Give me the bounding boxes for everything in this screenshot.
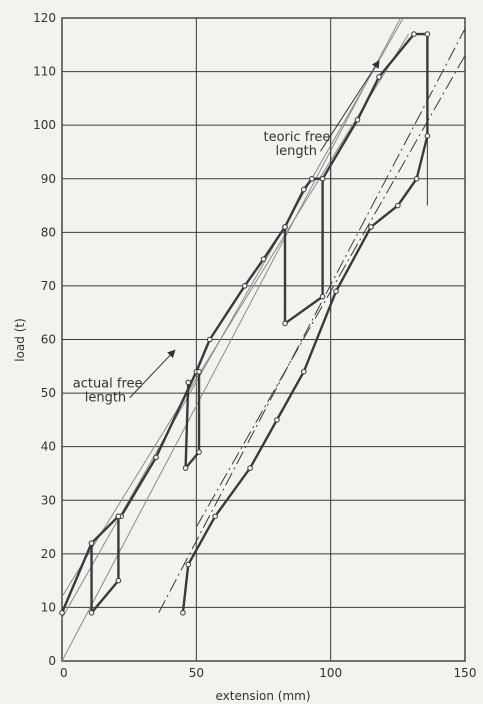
data-point (395, 202, 401, 209)
y-tick-label: 100 (33, 118, 56, 132)
data-point (185, 561, 192, 568)
x-tick-label: 0 (60, 666, 68, 680)
data-point (282, 224, 288, 230)
annotation-text: teoric free length (264, 130, 331, 159)
y-tick-label: 60 (41, 333, 56, 347)
data-point (333, 288, 339, 295)
y-tick-label: 120 (33, 11, 56, 25)
data-point (354, 117, 361, 123)
data-point (88, 609, 95, 616)
data-point (376, 74, 382, 80)
data-point (424, 31, 431, 37)
annotation-line: length (276, 144, 317, 159)
data-point (301, 186, 307, 193)
data-point (153, 454, 159, 461)
y-tick-label: 80 (41, 225, 56, 239)
tick-labels: 0 10 20 30 40 50 60 70 80 90 100 110 120 0 50 100 150 (33, 11, 476, 680)
dash-dot-line (158, 28, 466, 614)
data-point (247, 465, 253, 471)
y-tick-label: 30 (41, 493, 56, 507)
data-point (260, 256, 267, 262)
data-point (424, 133, 431, 139)
x-axis-label: extension (mm) (215, 689, 310, 703)
y-tick-label: 70 (41, 279, 56, 293)
data-point (319, 175, 326, 182)
data-point (206, 336, 213, 343)
x-tick-label: 150 (454, 666, 477, 680)
data-point (282, 320, 288, 327)
data-point (180, 609, 186, 616)
data-point (59, 609, 65, 616)
data-point (319, 293, 326, 300)
y-tick-label: 90 (41, 172, 56, 186)
free-length-line (61, 17, 404, 619)
free-length-line (61, 33, 410, 597)
data-point (115, 577, 122, 584)
data-point (368, 224, 374, 230)
data-point (274, 417, 280, 423)
y-tick-label: 20 (41, 547, 56, 561)
annotation-line: actual free (73, 377, 143, 392)
data-point (115, 513, 122, 520)
annotation-arrow (320, 60, 380, 152)
y-tick-label: 10 (41, 600, 56, 614)
grid (61, 17, 466, 662)
series-line (90, 516, 120, 614)
data-point (182, 465, 189, 471)
data-point (413, 175, 420, 182)
data-point (241, 283, 248, 289)
data-point (185, 379, 192, 386)
x-tick-label: 100 (319, 666, 342, 680)
series-line (184, 371, 201, 470)
data-point (196, 368, 202, 375)
annotation-arrow (129, 349, 176, 399)
series-line (283, 178, 324, 325)
series-line (60, 32, 429, 614)
y-tick-label: 0 (48, 654, 56, 668)
y-tick-label: 40 (41, 440, 56, 454)
annotation-line: teoric free (264, 130, 331, 145)
annotation-text: actual free length (73, 377, 143, 406)
y-tick-label: 50 (41, 386, 56, 400)
y-tick-label: 110 (33, 65, 56, 79)
data-point (212, 513, 218, 520)
data-point (309, 175, 315, 182)
data-point (88, 540, 95, 546)
series (59, 31, 431, 616)
data-point (301, 368, 307, 375)
data-point (196, 449, 202, 455)
x-tick-label: 50 (189, 666, 204, 680)
annotation-line: length (85, 391, 126, 406)
data-point (411, 31, 417, 37)
y-axis-label: load (t) (13, 318, 27, 362)
